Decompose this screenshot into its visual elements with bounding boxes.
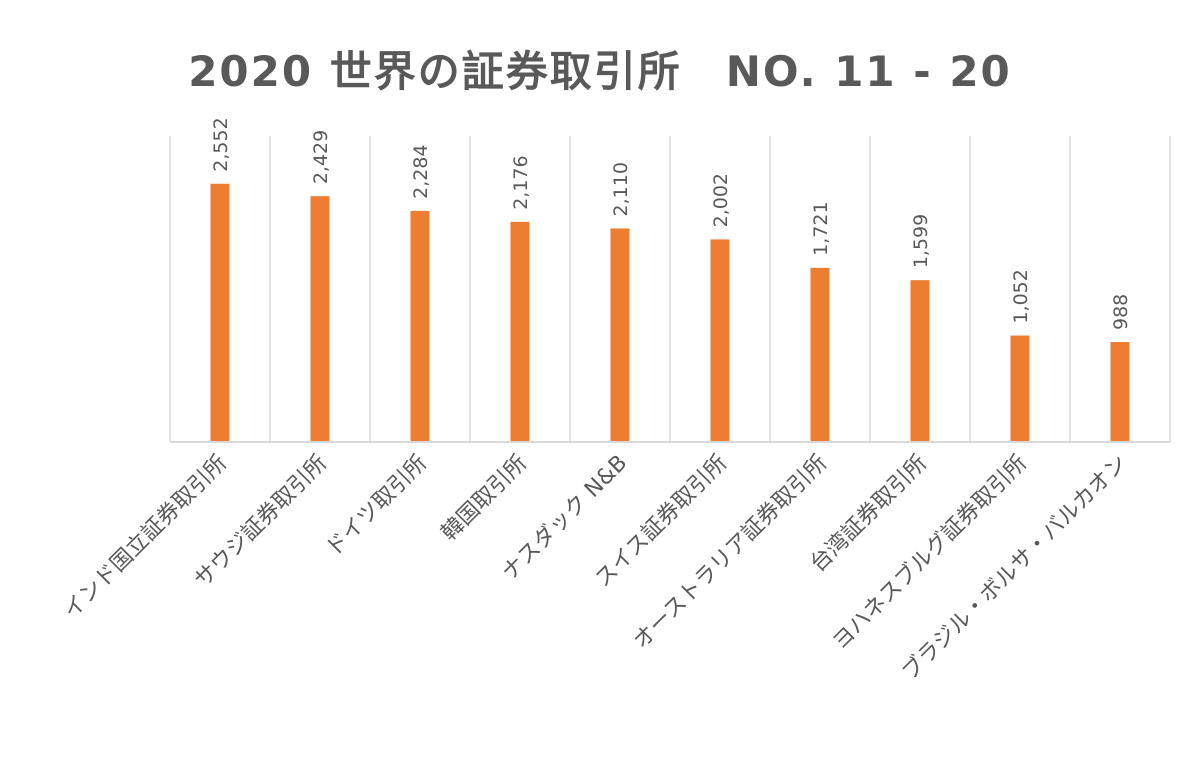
category-label: オーストラリア証券取引所 <box>629 451 833 655</box>
bar <box>310 196 330 442</box>
bars <box>210 183 1130 442</box>
data-label: 2,110 <box>610 162 632 216</box>
data-label: 988 <box>1110 294 1132 330</box>
bar <box>1010 335 1030 442</box>
data-label: 2,176 <box>510 155 532 209</box>
bar <box>210 183 230 442</box>
bar <box>610 228 630 442</box>
bar <box>910 280 930 442</box>
data-label: 2,552 <box>210 117 232 171</box>
bar <box>510 221 530 442</box>
data-label: 2,284 <box>410 144 432 198</box>
data-label: 2,429 <box>310 130 332 184</box>
grid-lines <box>169 136 1171 442</box>
data-label: 2,002 <box>710 173 732 227</box>
data-label: 1,599 <box>910 214 932 268</box>
category-label: ブラジル・ボルサ・バルカオン <box>898 451 1133 686</box>
category-label: ドイツ取引所 <box>321 451 432 562</box>
category-label: 韓国取引所 <box>437 451 532 546</box>
bar <box>410 210 430 442</box>
category-label: ヨハネスブルグ証券取引所 <box>828 451 1032 655</box>
bar <box>1110 342 1130 442</box>
bar <box>810 267 830 442</box>
bar <box>710 239 730 442</box>
data-label: 1,052 <box>1010 269 1032 323</box>
data-label: 1,721 <box>810 201 832 255</box>
data-labels: 2,552 2,429 2,284 2,176 2,110 2,002 1,721 1,599… <box>210 117 1132 330</box>
chart-title: 2020 世界の証券取引所 NO. 11 - 20 <box>188 47 1012 96</box>
category-label: インド国立証券取引所 <box>59 451 232 624</box>
